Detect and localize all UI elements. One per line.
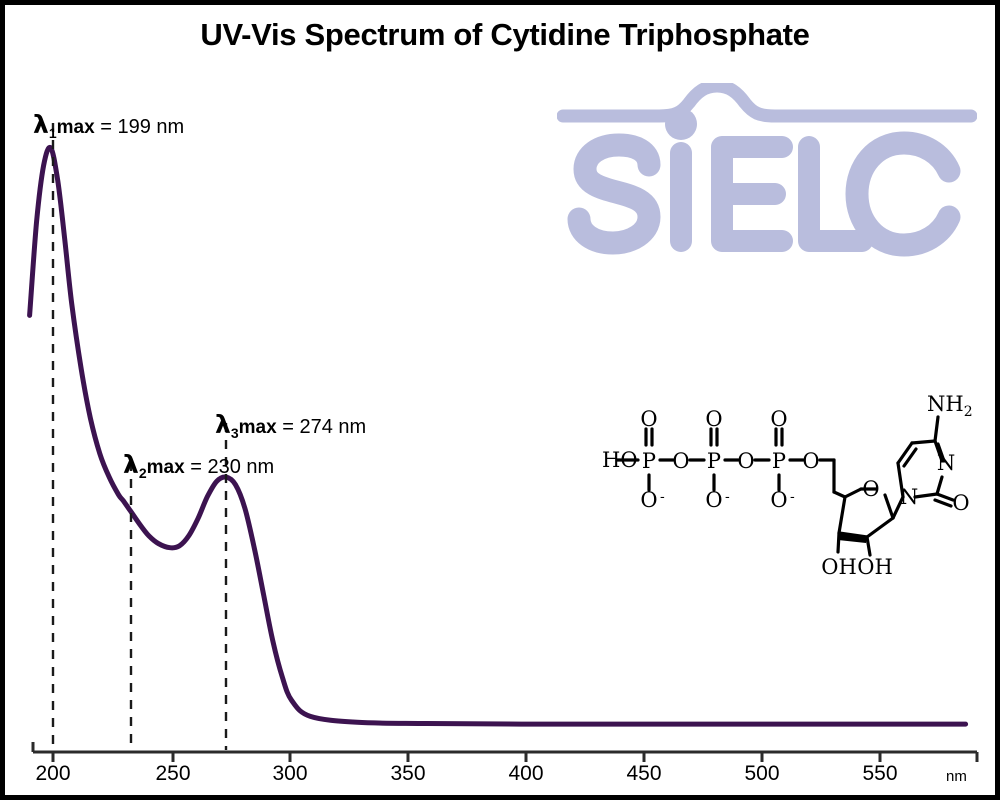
lambda-symbol: λ [33, 110, 49, 139]
logo-letter-e [711, 136, 793, 252]
x-tick-label-500: 500 [744, 762, 780, 785]
molecule-atom-labels: HO P P P O O O O O O O O O O OH OH N N O [602, 407, 970, 579]
x-axis-unit-label: nm [946, 768, 967, 785]
nh2-subscript: 2 [964, 404, 973, 420]
label-o-bridge1: O [672, 449, 689, 473]
peak3-annotation: λ3max = 274 nm [215, 410, 366, 441]
label-o-top3: O [770, 407, 787, 431]
logo-letter-i-dot [665, 108, 697, 140]
label-o-bridge3: O [802, 449, 819, 473]
max-word: max [238, 417, 277, 438]
logo-letter-c [845, 131, 961, 257]
label-nh2: NH2 [927, 392, 973, 420]
label-p1: P [642, 449, 656, 473]
label-p2: P [707, 449, 721, 473]
charge-minus-3: - [790, 489, 795, 505]
nh2-text: NH [927, 392, 964, 416]
x-tick-label-400: 400 [508, 762, 544, 785]
charge-minus-1: - [660, 489, 665, 505]
label-ring-o: O [862, 477, 879, 501]
sielc-logo [557, 83, 977, 257]
x-tick-label-300: 300 [272, 762, 308, 785]
label-n1: N [900, 485, 918, 509]
label-o-bridge2: O [737, 449, 754, 473]
peak1-annotation: λ1max = 199 nm [33, 110, 184, 141]
label-oh-left: OH [821, 555, 857, 579]
max-word: max [56, 117, 95, 138]
logo-letter-l [798, 136, 873, 252]
label-oh-right: OH [857, 555, 893, 579]
x-axis-ticks [51, 752, 882, 762]
peak2-annotation: λ2max = 230 nm [123, 450, 274, 481]
molecule-charge-labels: - - - [660, 489, 795, 505]
lambda-symbol: λ [215, 410, 231, 439]
molecule-structure-ctp: HO P P P O O O O O O O O O O OH OH N N O… [602, 392, 973, 579]
page-title: UV-Vis Spectrum of Cytidine Triphosphate [200, 17, 810, 52]
peak3-value: = 274 nm [276, 416, 367, 438]
absorbance-curve [27, 144, 969, 727]
peak2-value: = 230 nm [184, 456, 275, 478]
lambda-index: 1 [48, 125, 57, 141]
lambda-symbol: λ [123, 450, 139, 479]
x-tick-label-450: 450 [626, 762, 662, 785]
charge-minus-2: - [725, 489, 730, 505]
label-p3: P [772, 449, 786, 473]
label-carbonyl-o: O [952, 491, 969, 515]
label-n3: N [937, 451, 955, 475]
peak1-value: = 199 nm [94, 116, 185, 138]
x-axis-line [31, 742, 979, 762]
x-tick-label-350: 350 [390, 762, 426, 785]
label-o-top1: O [640, 407, 657, 431]
lambda-index: 2 [138, 465, 147, 481]
x-tick-label-250: 250 [155, 762, 191, 785]
max-word: max [146, 457, 185, 478]
ribose-wedge-bond [838, 533, 867, 543]
lambda-index: 3 [230, 425, 239, 441]
label-o-top2: O [705, 407, 722, 431]
spectrum-plot [27, 123, 979, 762]
label-ho: HO [602, 448, 638, 472]
x-tick-label-200: 200 [35, 762, 71, 785]
label-o-minus2: O [705, 488, 722, 512]
label-o-minus3: O [770, 488, 787, 512]
logo-letter-s [567, 133, 661, 255]
label-o-minus1: O [640, 488, 657, 512]
x-tick-label-550: 550 [862, 762, 898, 785]
